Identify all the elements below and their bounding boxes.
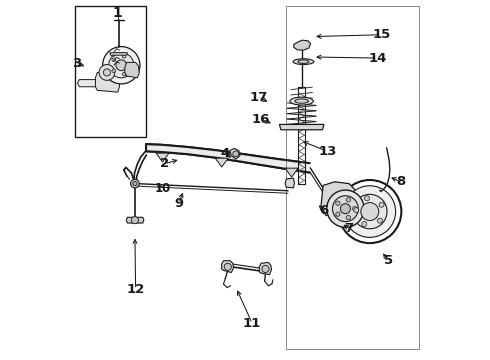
Circle shape <box>327 190 364 227</box>
Circle shape <box>353 207 357 211</box>
Circle shape <box>353 194 387 229</box>
Polygon shape <box>279 125 324 130</box>
Ellipse shape <box>77 84 85 89</box>
Ellipse shape <box>295 99 309 103</box>
Circle shape <box>131 179 139 188</box>
Circle shape <box>379 202 384 207</box>
Text: 16: 16 <box>252 113 270 126</box>
Ellipse shape <box>298 60 309 63</box>
Circle shape <box>129 63 132 67</box>
Circle shape <box>131 217 139 224</box>
Text: 13: 13 <box>318 145 337 158</box>
Circle shape <box>262 265 269 273</box>
Polygon shape <box>285 178 294 188</box>
Ellipse shape <box>290 97 313 105</box>
Circle shape <box>336 201 340 205</box>
Ellipse shape <box>81 86 89 91</box>
Text: 7: 7 <box>344 222 354 235</box>
Polygon shape <box>294 40 311 50</box>
Polygon shape <box>230 148 240 159</box>
Polygon shape <box>147 144 310 172</box>
Circle shape <box>346 198 350 202</box>
Circle shape <box>365 196 369 201</box>
Circle shape <box>377 218 382 223</box>
Text: 12: 12 <box>126 283 145 296</box>
Circle shape <box>224 263 231 270</box>
Text: 8: 8 <box>396 175 406 188</box>
Circle shape <box>233 151 239 157</box>
Circle shape <box>112 69 116 72</box>
Circle shape <box>112 58 116 62</box>
Circle shape <box>116 60 126 71</box>
Text: 14: 14 <box>368 51 387 64</box>
Text: 10: 10 <box>154 183 171 195</box>
Circle shape <box>102 46 140 84</box>
Text: 5: 5 <box>384 254 393 267</box>
Circle shape <box>338 180 401 243</box>
Text: 11: 11 <box>243 317 261 330</box>
Polygon shape <box>259 262 271 275</box>
Circle shape <box>133 181 137 186</box>
Polygon shape <box>156 153 169 162</box>
Polygon shape <box>77 80 100 87</box>
Text: 15: 15 <box>372 28 391 41</box>
Circle shape <box>336 212 340 216</box>
Circle shape <box>99 64 115 80</box>
Circle shape <box>362 221 367 226</box>
Text: 2: 2 <box>160 157 169 170</box>
Text: 3: 3 <box>73 57 82 70</box>
Circle shape <box>103 69 111 76</box>
Circle shape <box>341 204 350 214</box>
Polygon shape <box>215 158 228 167</box>
Text: 1: 1 <box>113 6 122 20</box>
Text: 9: 9 <box>174 197 183 210</box>
Circle shape <box>122 55 126 58</box>
Polygon shape <box>96 72 120 92</box>
Circle shape <box>354 208 359 213</box>
Circle shape <box>361 203 379 221</box>
Polygon shape <box>221 261 234 273</box>
Circle shape <box>109 53 134 78</box>
Bar <box>74 6 147 137</box>
Ellipse shape <box>293 59 314 64</box>
Text: 6: 6 <box>319 204 328 217</box>
Text: 17: 17 <box>249 91 268 104</box>
Circle shape <box>333 196 358 222</box>
Polygon shape <box>110 53 127 55</box>
Polygon shape <box>126 217 144 223</box>
Text: 4: 4 <box>220 147 230 159</box>
Polygon shape <box>321 182 356 218</box>
Circle shape <box>346 215 350 220</box>
Polygon shape <box>285 168 298 177</box>
Circle shape <box>344 186 395 237</box>
Circle shape <box>122 72 126 76</box>
Polygon shape <box>125 62 139 78</box>
